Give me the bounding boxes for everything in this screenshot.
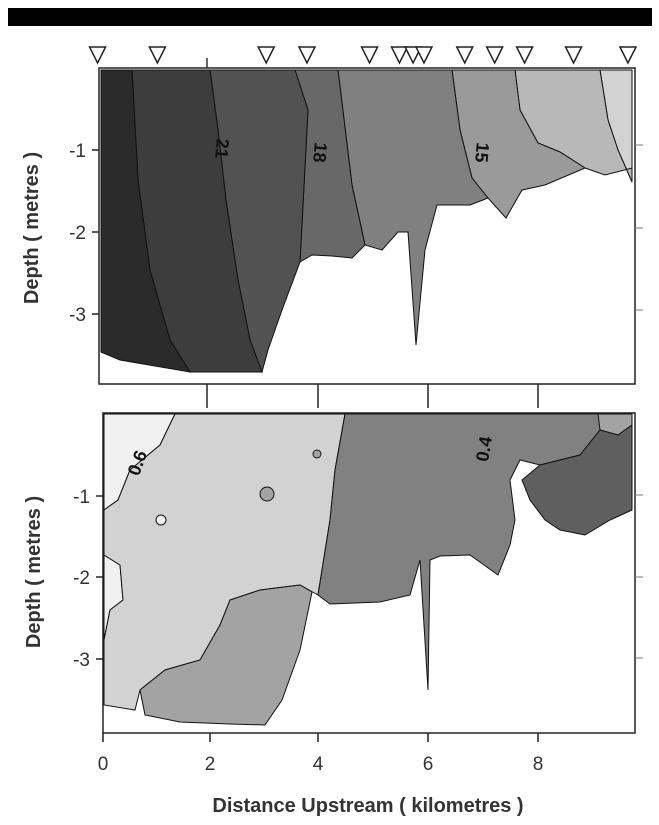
top-band-0 — [100, 69, 192, 373]
station-marker — [618, 46, 638, 65]
top-y-tick-label: -3 — [69, 305, 86, 326]
station-marker — [564, 46, 583, 65]
x-axis-title: Distance Upstream ( kilometres ) — [212, 795, 523, 817]
bottom-contour-circle — [259, 486, 275, 502]
bottom-x-tick-label: 4 — [313, 754, 324, 775]
bottom-contour-label: 0.4 — [472, 435, 496, 463]
bottom-y-tick-label: -1 — [73, 487, 90, 508]
bottom-contour-circle — [155, 514, 167, 526]
top-band-4 — [337, 69, 489, 346]
station-markers — [88, 46, 638, 65]
top-contour-label: 21 — [211, 138, 233, 160]
station-marker — [297, 46, 317, 65]
station-marker — [403, 46, 423, 65]
station-marker — [256, 46, 276, 65]
station-marker — [88, 46, 107, 65]
bottom-contour-circle — [312, 449, 322, 459]
station-marker — [485, 46, 504, 65]
bottom-x-tick-label: 8 — [533, 754, 544, 775]
top-y-tick-label: -1 — [69, 141, 86, 162]
bottom-band-2a — [139, 584, 313, 726]
bottom-x-tick-label: 6 — [423, 754, 434, 775]
top-panel: -1 -2 -3 Depth ( metres ) 21 18 15 — [21, 46, 643, 408]
top-y-axis-title: Depth ( metres ) — [21, 152, 43, 304]
station-marker — [414, 46, 434, 65]
bottom-y-tick-label: -2 — [73, 568, 90, 589]
station-marker — [390, 46, 409, 65]
station-marker — [148, 46, 167, 65]
station-marker — [515, 46, 534, 65]
bottom-x-tick-label: 0 — [98, 754, 109, 775]
station-marker — [360, 46, 379, 65]
bottom-y-tick-label: -3 — [73, 650, 90, 671]
station-marker — [455, 46, 474, 65]
top-contour-label: 18 — [309, 142, 331, 164]
bottom-y-axis-title: Depth ( metres ) — [23, 496, 45, 648]
bottom-panel: 0.6 0.4 -1 -2 -3 Depth ( metres ) 0 2 4 … — [23, 412, 643, 817]
top-y-tick-label: -2 — [69, 223, 86, 244]
top-contour-label: 15 — [471, 142, 493, 164]
bottom-band-4 — [521, 424, 633, 536]
header-bar — [8, 8, 652, 26]
bottom-x-tick-label: 2 — [205, 754, 216, 775]
